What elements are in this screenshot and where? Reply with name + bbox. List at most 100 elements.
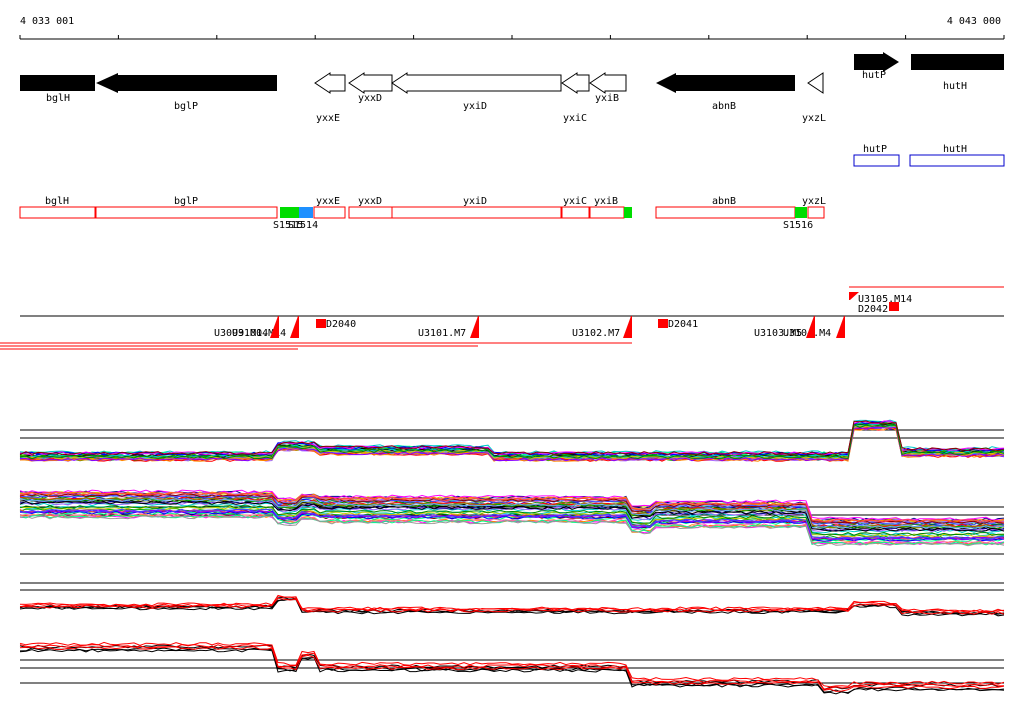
annot-box-yxiD[interactable]	[391, 206, 562, 219]
expression-profile-line	[20, 597, 1005, 615]
feature-D2042[interactable]	[889, 302, 899, 311]
expression-profile-line	[19, 594, 1005, 613]
feature-label-U3099: U3099.M14	[214, 328, 268, 339]
feature-U3100[interactable]	[290, 316, 299, 338]
annot-box-bglH[interactable]	[19, 206, 96, 219]
marker-box-yxiB-end[interactable]	[624, 207, 632, 218]
feature-U3103[interactable]	[806, 316, 815, 338]
expression-panel-1	[19, 419, 1005, 462]
expression-profile-line	[19, 596, 1004, 615]
gene-yxiB[interactable]: yxiB	[589, 72, 627, 104]
annot-label-hutH: hutH	[943, 144, 967, 155]
gene-arrow-abnB[interactable]	[656, 73, 795, 93]
expression-profile-line	[19, 423, 1005, 460]
marker-box-S1515[interactable]	[280, 207, 299, 218]
gene-arrow-hutH[interactable]	[911, 54, 1004, 70]
feature-label-U3103: U3103.M5	[754, 328, 802, 339]
marker-label-S1515: S1515	[273, 220, 303, 231]
annot-box-yxxE[interactable]	[313, 206, 346, 219]
feature-track: U3099.M14 U3100.M14 D2040 U3101.M7 U3102…	[0, 286, 1004, 350]
annot-label-yxiC: yxiC	[563, 196, 587, 207]
annot-label-abnB: abnB	[712, 196, 736, 207]
gene-arrow-hutP[interactable]	[854, 52, 899, 72]
marker-box-S1514[interactable]	[299, 207, 313, 218]
expression-profile-line	[19, 595, 1005, 614]
gene-arrow-yxiC[interactable]	[561, 72, 590, 94]
feature-U3101[interactable]	[470, 316, 479, 338]
ruler-ticks	[19, 35, 1005, 39]
gene-label-bglH: bglH	[46, 93, 70, 104]
marker-label-S1516: S1516	[783, 220, 813, 231]
gene-track: bglH bglP yxxE yxxD yxiD yxiC yxiB abnB	[20, 52, 1004, 124]
feature-label-U3101: U3101.M7	[418, 328, 466, 339]
feature-U3102[interactable]	[623, 316, 632, 338]
expression-panel-3	[19, 582, 1005, 617]
gene-arrow-yxxE[interactable]	[314, 72, 346, 94]
gene-hutP[interactable]: hutP	[854, 52, 899, 81]
annot-label-hutP: hutP	[863, 144, 887, 155]
gene-yxiC[interactable]: yxiC	[561, 72, 590, 124]
annot-box-hutH[interactable]	[909, 154, 1005, 167]
gene-hutH[interactable]: hutH	[911, 54, 1004, 92]
feature-U3104[interactable]	[836, 316, 845, 338]
expression-profile-line	[19, 493, 1005, 525]
expression-panel-4	[19, 641, 1005, 695]
annot-label-yxiB: yxiB	[594, 196, 618, 207]
gene-bglP[interactable]: bglP	[96, 73, 277, 112]
feature-label-D2040: D2040	[326, 319, 356, 330]
annot-box-yxiB[interactable]	[589, 206, 625, 219]
panel3-profiles	[19, 594, 1005, 617]
gene-arrow-bglH[interactable]	[20, 75, 95, 91]
annot-box-abnB[interactable]	[655, 206, 796, 219]
annot-box-yxxD[interactable]	[348, 206, 393, 219]
start-coordinate: 4 033 001	[20, 16, 74, 27]
expression-profile-line	[19, 496, 1005, 528]
annot-box-yxiC[interactable]	[561, 206, 590, 219]
feature-U3099[interactable]	[270, 316, 279, 338]
gene-arrow-yxiD[interactable]	[391, 72, 562, 94]
feature-D2040[interactable]	[316, 319, 326, 328]
gene-arrow-yxiB[interactable]	[589, 72, 627, 94]
expression-profile-line	[19, 504, 1004, 536]
gene-yxzL[interactable]: yxzL	[802, 72, 826, 124]
panel4-profiles	[19, 641, 1005, 695]
gene-label-yxxD: yxxD	[358, 93, 382, 104]
expression-profile-line	[19, 420, 1005, 456]
gene-label-hutP: hutP	[862, 70, 886, 81]
annot-box-bglP[interactable]	[95, 206, 278, 219]
gene-yxxD[interactable]: yxxD	[348, 72, 393, 104]
expression-profile-line	[19, 646, 1005, 692]
feature-D2041[interactable]	[658, 319, 668, 328]
expression-profile-line	[19, 644, 1005, 691]
marker-label-S1514: S1514	[288, 220, 318, 231]
expression-panel-2	[19, 489, 1005, 555]
gene-arrow-bglP[interactable]	[96, 73, 277, 93]
annot-label-yxiD: yxiD	[463, 196, 487, 207]
gene-label-abnB: abnB	[712, 101, 736, 112]
feature-label-U3100: U3100.M14	[232, 328, 286, 339]
feature-U3105[interactable]	[849, 292, 859, 300]
gene-arrow-yxxD[interactable]	[348, 72, 393, 94]
gene-bglH[interactable]: bglH	[20, 75, 95, 104]
gene-yxiD[interactable]: yxiD	[391, 72, 562, 112]
expression-profile-line	[19, 500, 1005, 532]
expression-profile-line	[19, 648, 1005, 695]
annotation-track-red: bglH bglP yxxE yxxD yxiD yxiC yxiB abnB …	[19, 196, 826, 231]
gene-yxxE[interactable]: yxxE	[314, 72, 346, 124]
coordinate-ruler: 4 033 001 4 043 000	[19, 16, 1005, 40]
expression-profile-line	[20, 501, 1005, 533]
gene-abnB[interactable]: abnB	[656, 73, 795, 112]
marker-box-S1516[interactable]	[795, 207, 807, 218]
annot-box-yxzL[interactable]	[807, 206, 825, 219]
gene-label-yxxE: yxxE	[316, 113, 340, 124]
feature-label-U3105: U3105.M14	[858, 294, 912, 305]
gene-arrow-yxzL[interactable]	[807, 72, 824, 94]
panel2-profiles	[19, 489, 1005, 547]
expression-profile-line	[19, 515, 1005, 547]
annot-box-hutP[interactable]	[853, 154, 900, 167]
feature-label-U3102: U3102.M7	[572, 328, 620, 339]
annot-label-yxxE: yxxE	[316, 196, 340, 207]
gene-label-yxiC: yxiC	[563, 113, 587, 124]
expression-profile-line	[19, 644, 1005, 690]
